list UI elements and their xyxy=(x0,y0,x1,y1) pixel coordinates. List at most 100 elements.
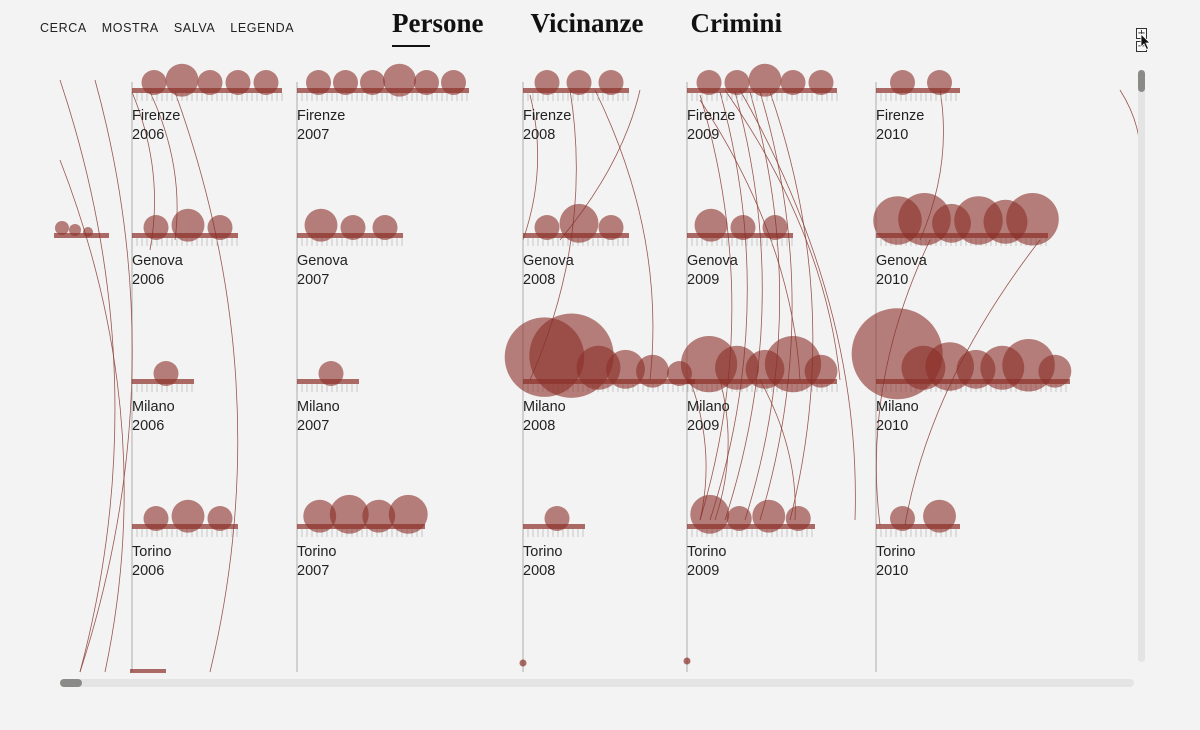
bubble-genova-2009-1 xyxy=(730,215,756,240)
bubble-firenze-2009-3 xyxy=(780,70,806,95)
cell-label-torino-2008: Torino 2008 xyxy=(523,543,563,580)
bubble-genova-2009-0 xyxy=(694,208,728,242)
bubble-firenze-2007-4 xyxy=(414,70,439,95)
cell-label-milano-2008: Milano 2008 xyxy=(523,398,566,435)
bubble-torino-2007-1 xyxy=(329,494,369,534)
bubble-firenze-2007-1 xyxy=(333,70,358,95)
bubble-firenze-2009-0 xyxy=(696,70,722,95)
bubble-firenze-2010-0 xyxy=(890,70,915,95)
year-label: 2010 xyxy=(876,417,909,434)
bubble-firenze-2010-1 xyxy=(927,70,952,95)
bubble-firenze-2006-1 xyxy=(165,63,199,97)
view-tabs: Persone Vicinanze Crimini xyxy=(392,8,782,49)
bubble-torino-2006-0 xyxy=(143,506,169,531)
menu-legenda[interactable]: LEGENDA xyxy=(230,21,295,35)
bubble-torino-2007-3 xyxy=(388,494,428,534)
bubble-torino-2010-0 xyxy=(890,506,915,531)
connection-arc-12 xyxy=(724,91,763,521)
bubble-genova-2007-2 xyxy=(372,215,398,240)
city-label: Milano xyxy=(687,399,730,415)
horizontal-scroll-thumb[interactable] xyxy=(60,679,82,687)
menu-salva[interactable]: SALVA xyxy=(173,21,216,35)
bubble-torino-2006-1 xyxy=(171,499,205,533)
event-bar-torino-2009 xyxy=(687,524,815,529)
bubble-genova-2007-0 xyxy=(304,208,338,242)
bubble-firenze-2009-2 xyxy=(748,63,782,97)
bubble-torino-2007-0 xyxy=(303,499,337,533)
menu-cerca[interactable]: CERCA xyxy=(40,21,87,35)
bubble-firenze-2006-0 xyxy=(141,70,167,95)
year-label: 2006 xyxy=(132,417,165,434)
cell-label-firenze-2010: Firenze 2010 xyxy=(876,107,924,144)
connection-arc-11 xyxy=(709,91,748,521)
connection-arc-17 xyxy=(739,89,856,521)
bubble-torino-2008-0 xyxy=(544,506,570,531)
city-label: Torino xyxy=(687,544,727,560)
bubble-firenze-2006-3 xyxy=(225,70,251,95)
bubble-milano-2006-0 xyxy=(153,361,179,386)
event-bar-firenze-2007 xyxy=(297,88,469,93)
tab-crimini[interactable]: Crimini xyxy=(690,8,782,38)
city-label: Milano xyxy=(523,399,566,415)
bubble-offscreen-0 xyxy=(55,221,69,235)
cell-label-genova-2007: Genova 2007 xyxy=(297,252,348,289)
bubble-firenze-2006-2 xyxy=(197,70,223,95)
vertical-scrollbar[interactable] xyxy=(1138,70,1145,662)
cell-label-torino-2006: Torino 2006 xyxy=(132,543,172,580)
cell-label-torino-2009: Torino 2009 xyxy=(687,543,727,580)
bubble-offscreen-2 xyxy=(83,227,93,237)
cell-label-genova-2009: Genova 2009 xyxy=(687,252,738,289)
bubble-milano-2007-0 xyxy=(318,361,344,386)
vertical-scroll-thumb[interactable] xyxy=(1138,70,1145,92)
connection-arc-13 xyxy=(744,91,781,521)
horizontal-scrollbar[interactable] xyxy=(60,679,1134,687)
bubble-genova-2008-1 xyxy=(559,203,599,243)
bubble-firenze-2008-1 xyxy=(566,70,592,95)
bottom-marker-1 xyxy=(683,657,691,665)
menu-mostra[interactable]: MOSTRA xyxy=(101,21,159,35)
cell-label-firenze-2009: Firenze 2009 xyxy=(687,107,735,144)
city-label: Genova xyxy=(876,253,927,269)
city-label: Torino xyxy=(297,544,337,560)
connection-arc-14 xyxy=(759,91,793,521)
bubble-firenze-2009-1 xyxy=(724,70,750,95)
year-label: 2010 xyxy=(876,562,909,579)
city-label: Genova xyxy=(687,253,738,269)
event-bar-offscreen xyxy=(54,233,109,238)
year-label: 2006 xyxy=(132,562,165,579)
connection-arc-8 xyxy=(594,89,654,381)
bubble-firenze-2007-0 xyxy=(306,70,331,95)
bubble-genova-2008-2 xyxy=(598,215,624,240)
year-label: 2007 xyxy=(297,126,330,143)
year-label: 2010 xyxy=(876,271,909,288)
bubble-torino-2010-1 xyxy=(923,499,956,533)
tab-persone[interactable]: Persone xyxy=(392,8,483,49)
cell-label-milano-2006: Milano 2006 xyxy=(132,398,175,435)
connection-arc-2 xyxy=(174,91,239,673)
cell-label-firenze-2007: Firenze 2007 xyxy=(297,107,345,144)
city-label: Milano xyxy=(132,399,175,415)
bubble-offscreen-1 xyxy=(69,224,81,236)
bubble-torino-2006-2 xyxy=(207,506,233,531)
cell-label-torino-2010: Torino 2010 xyxy=(876,543,916,580)
bottom-bar xyxy=(130,669,166,673)
year-label: 2009 xyxy=(687,417,720,434)
year-label: 2008 xyxy=(523,562,556,579)
year-label: 2009 xyxy=(687,562,720,579)
connection-arc-16 xyxy=(724,89,841,381)
year-label: 2008 xyxy=(523,126,556,143)
bubble-firenze-2007-3 xyxy=(383,63,416,97)
city-label: Firenze xyxy=(876,108,925,124)
city-label: Firenze xyxy=(132,108,181,124)
connection-arc-25 xyxy=(1119,89,1141,151)
bubble-genova-2006-2 xyxy=(207,215,233,240)
bubble-milano-2010-6 xyxy=(1038,354,1072,388)
city-label: Torino xyxy=(876,544,916,560)
bubble-genova-2007-1 xyxy=(340,215,366,240)
tab-vicinanze[interactable]: Vicinanze xyxy=(530,8,644,38)
year-label: 2006 xyxy=(132,271,165,288)
year-label: 2009 xyxy=(687,271,720,288)
year-label: 2008 xyxy=(523,271,556,288)
bubble-torino-2009-2 xyxy=(752,499,786,533)
